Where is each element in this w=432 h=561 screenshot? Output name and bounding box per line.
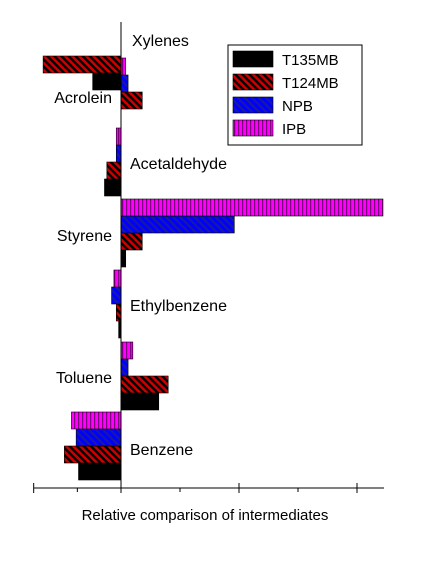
bar-acrolein-ipb (120, 57, 127, 76)
category-labels: Benzene Toluene Ethylbenzene Styrene Acetald… (54, 33, 227, 459)
bar-toluene-t135mb (120, 392, 160, 411)
legend-label-t135mb: T135MB (282, 52, 339, 69)
bar-acetaldehyde-t124mb (106, 161, 122, 180)
legend-label-npb: NPB (282, 98, 313, 115)
category-label-ethylbenzene: Ethylbenzene (130, 298, 227, 315)
bar-ethylbenzene-npb (111, 286, 122, 305)
x-axis (33, 483, 384, 493)
bar-styrene-ipb (120, 198, 384, 217)
bar-acetaldehyde-ipb (115, 127, 122, 146)
category-label-styrene: Styrene (57, 228, 112, 245)
bar-benzene-t135mb (78, 462, 122, 481)
bar-styrene-t124mb (120, 232, 143, 251)
legend-swatch-npb (232, 96, 274, 114)
bar-xylenes-t135mb (92, 72, 122, 91)
bar-styrene-npb (120, 215, 235, 234)
bar-acetaldehyde-t135mb (104, 178, 122, 197)
bar-toluene-t124mb (120, 375, 169, 394)
legend-swatch-t135mb (232, 50, 274, 68)
bars-layer (42, 22, 384, 488)
bar-benzene-npb (75, 428, 122, 447)
legend-label-ipb: IPB (282, 121, 306, 138)
category-label-acrolein: Acrolein (54, 90, 112, 107)
x-axis-label: Relative comparison of intermediates (82, 507, 329, 524)
bar-ethylbenzene-ipb (113, 269, 122, 288)
category-label-xylenes: Xylenes (132, 33, 189, 50)
legend: T135MB T124MB NPB IPB (227, 44, 363, 146)
bar-styrene-t135mb (120, 249, 127, 268)
bar-xylenes-t124mb (42, 55, 122, 74)
bar-acrolein-t124mb (120, 91, 143, 110)
category-label-benzene: Benzene (130, 442, 193, 459)
bar-acetaldehyde-npb (115, 144, 122, 163)
legend-swatch-ipb (232, 119, 274, 137)
legend-swatch-t124mb (232, 73, 274, 91)
bar-toluene-ipb (120, 341, 134, 360)
bar-benzene-t124mb (64, 445, 122, 464)
bar-acrolein-npb (120, 74, 129, 93)
bar-toluene-npb (120, 358, 129, 377)
legend-label-t124mb: T124MB (282, 75, 339, 92)
bar-benzene-ipb (71, 411, 122, 430)
category-label-acetaldehyde: Acetaldehyde (130, 156, 227, 173)
category-label-toluene: Toluene (56, 370, 112, 387)
bar-ethylbenzene-t124mb (115, 303, 122, 322)
